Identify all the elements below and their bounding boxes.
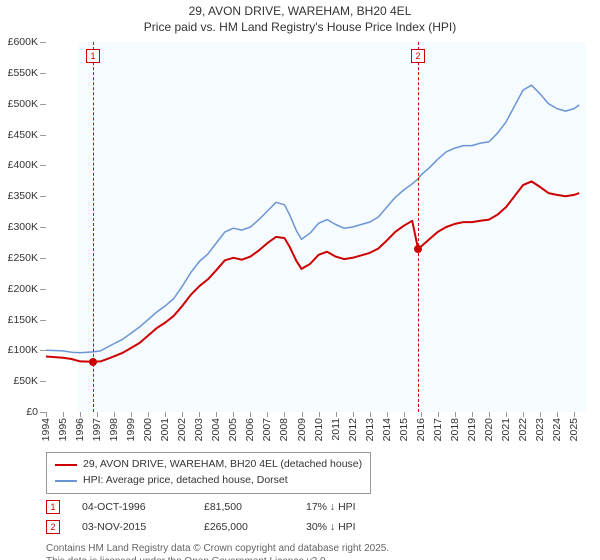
y-tick-label: £600K (8, 36, 38, 48)
x-tick-label: 1995 (57, 418, 69, 441)
x-tick-label: 2009 (296, 418, 308, 441)
x-tick-label: 2006 (244, 418, 256, 441)
y-tick-label: £500K (8, 98, 38, 110)
sale-marker-dot (414, 245, 422, 253)
x-tick-label: 2007 (261, 418, 273, 441)
x-tick-label: 2025 (568, 418, 580, 441)
x-tick-label: 2016 (415, 418, 427, 441)
x-tick-label: 2000 (142, 418, 154, 441)
x-tick-label: 2019 (466, 418, 478, 441)
x-tick-label: 2018 (449, 418, 461, 441)
x-tick-label: 2005 (227, 418, 239, 441)
legend-swatch (55, 464, 77, 466)
x-tick-label: 2004 (210, 418, 222, 441)
x-tick-label: 2012 (347, 418, 359, 441)
sales-row-date: 04-OCT-1996 (82, 501, 182, 513)
x-tick-label: 2002 (176, 418, 188, 441)
legend-label: HPI: Average price, detached house, Dors… (83, 473, 288, 489)
x-tick-label: 2014 (381, 418, 393, 441)
x-tick-label: 2017 (432, 418, 444, 441)
plot-area: £0£50K£100K£150K£200K£250K£300K£350K£400… (46, 42, 586, 412)
legend-box: 29, AVON DRIVE, WAREHAM, BH20 4EL (detac… (46, 452, 371, 494)
sales-row-price: £265,000 (204, 521, 284, 533)
chart-container: 29, AVON DRIVE, WAREHAM, BH20 4EL Price … (0, 0, 600, 560)
x-tick-label: 1998 (108, 418, 120, 441)
x-tick-label: 2008 (278, 418, 290, 441)
x-tick-label: 2024 (551, 418, 563, 441)
y-tick-label: £450K (8, 129, 38, 141)
sale-marker-box: 1 (86, 49, 100, 63)
legend-row: 29, AVON DRIVE, WAREHAM, BH20 4EL (detac… (55, 457, 362, 473)
sale-marker-line (418, 42, 419, 412)
y-tick-label: £300K (8, 221, 38, 233)
x-tick-label: 1996 (74, 418, 86, 441)
y-tick-label: £550K (8, 67, 38, 79)
x-tick-label: 2020 (483, 418, 495, 441)
y-tick-label: £250K (8, 252, 38, 264)
sale-marker-box: 2 (411, 49, 425, 63)
sales-row-price: £81,500 (204, 501, 284, 513)
x-tick-label: 1994 (40, 418, 52, 441)
y-tick-label: £0 (26, 406, 38, 418)
chart-title: 29, AVON DRIVE, WAREHAM, BH20 4EL Price … (0, 0, 600, 35)
series-price_paid (46, 181, 579, 361)
x-tick-label: 1999 (125, 418, 137, 441)
y-tick-label: £50K (13, 375, 38, 387)
x-tick-label: 2001 (159, 418, 171, 441)
x-tick-label: 2003 (193, 418, 205, 441)
sales-row-diff: 30% ↓ HPI (306, 521, 356, 533)
legend-swatch (55, 480, 77, 482)
y-tick-label: £150K (8, 314, 38, 326)
y-tick-label: £100K (8, 344, 38, 356)
sale-marker-dot (89, 358, 97, 366)
x-tick-label: 2015 (398, 418, 410, 441)
x-tick-label: 2021 (500, 418, 512, 441)
y-tick-label: £350K (8, 190, 38, 202)
x-tick-label: 2023 (534, 418, 546, 441)
sales-table: 1 04-OCT-1996 £81,500 17% ↓ HPI 2 03-NOV-2015… (46, 500, 586, 534)
sales-row-date: 03-NOV-2015 (82, 521, 182, 533)
y-tick-label: £400K (8, 159, 38, 171)
x-tick-label: 2011 (330, 418, 342, 441)
x-tick-label: 2013 (364, 418, 376, 441)
attribution-line2: This data is licensed under the Open Gov… (46, 555, 586, 560)
sales-row-marker: 1 (46, 500, 60, 514)
sale-marker-line (93, 42, 94, 412)
legend-label: 29, AVON DRIVE, WAREHAM, BH20 4EL (detac… (83, 457, 362, 473)
y-tick-label: £200K (8, 283, 38, 295)
sales-row: 1 04-OCT-1996 £81,500 17% ↓ HPI (46, 500, 586, 514)
sales-row-marker: 2 (46, 520, 60, 534)
x-tick-label: 1997 (91, 418, 103, 441)
series-hpi (46, 85, 579, 353)
series-svg (46, 42, 586, 412)
sales-row: 2 03-NOV-2015 £265,000 30% ↓ HPI (46, 520, 586, 534)
below-chart: 29, AVON DRIVE, WAREHAM, BH20 4EL (detac… (46, 452, 586, 560)
legend-row: HPI: Average price, detached house, Dors… (55, 473, 362, 489)
attribution-line1: Contains HM Land Registry data © Crown c… (46, 542, 586, 555)
attribution: Contains HM Land Registry data © Crown c… (46, 542, 586, 560)
x-tick-label: 2010 (313, 418, 325, 441)
x-tick-label: 2022 (517, 418, 529, 441)
sales-row-diff: 17% ↓ HPI (306, 501, 356, 513)
title-subtitle: Price paid vs. HM Land Registry's House … (0, 20, 600, 36)
title-address: 29, AVON DRIVE, WAREHAM, BH20 4EL (0, 4, 600, 20)
